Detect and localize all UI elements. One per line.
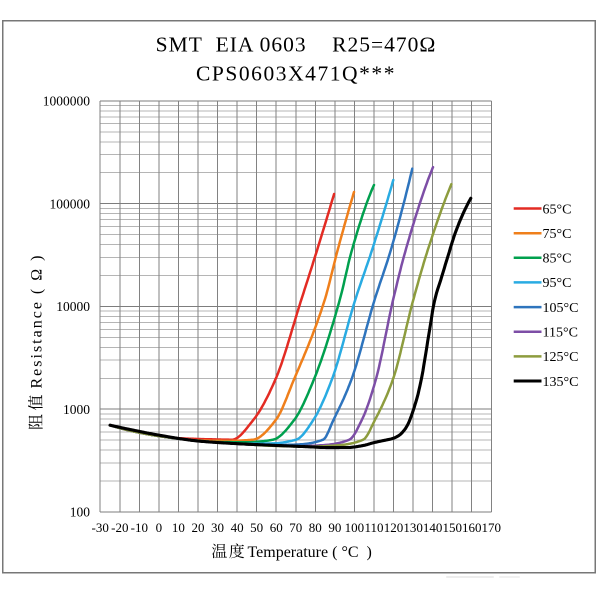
svg-text:50: 50 [250, 520, 263, 535]
svg-text:120: 120 [384, 520, 404, 535]
svg-text:40: 40 [231, 520, 244, 535]
svg-text:150: 150 [442, 520, 462, 535]
svg-text:-10: -10 [131, 520, 148, 535]
svg-text:60: 60 [270, 520, 283, 535]
svg-text:140: 140 [423, 520, 443, 535]
svg-text:20: 20 [192, 520, 205, 535]
svg-text:Temperature ( °C ): Temperature ( °C ) [248, 544, 372, 561]
svg-text:Resistance ( Ω ): Resistance ( Ω ) [29, 254, 46, 389]
svg-text:CPS0603X471Q***: CPS0603X471Q*** [196, 62, 396, 86]
svg-text:135°C: 135°C [543, 375, 579, 390]
svg-text:80: 80 [309, 520, 322, 535]
svg-text:10000: 10000 [56, 299, 90, 314]
svg-text:65°C: 65°C [543, 202, 572, 217]
svg-text:100000: 100000 [50, 196, 91, 211]
svg-text:115°C: 115°C [543, 326, 578, 341]
svg-text:125°C: 125°C [543, 350, 579, 365]
svg-text:70: 70 [289, 520, 302, 535]
svg-text:1000000: 1000000 [43, 94, 91, 109]
svg-text:-30: -30 [92, 520, 109, 535]
svg-text:85°C: 85°C [543, 252, 572, 267]
svg-text:95°C: 95°C [543, 276, 572, 291]
svg-text:75°C: 75°C [543, 227, 572, 242]
svg-text:SMT EIA 0603 R25=470Ω: SMT EIA 0603 R25=470Ω [156, 33, 437, 57]
svg-text:105°C: 105°C [543, 301, 579, 316]
svg-text:90: 90 [328, 520, 341, 535]
svg-text:130: 130 [403, 520, 423, 535]
svg-text:30: 30 [211, 520, 224, 535]
svg-text:170: 170 [482, 520, 502, 535]
svg-text:0: 0 [156, 520, 163, 535]
svg-text:10: 10 [172, 520, 185, 535]
svg-text:1000: 1000 [63, 402, 90, 417]
svg-text:100: 100 [345, 520, 365, 535]
svg-text:100: 100 [70, 505, 91, 520]
svg-text:160: 160 [462, 520, 482, 535]
svg-text:-20: -20 [111, 520, 128, 535]
svg-text:110: 110 [364, 520, 383, 535]
